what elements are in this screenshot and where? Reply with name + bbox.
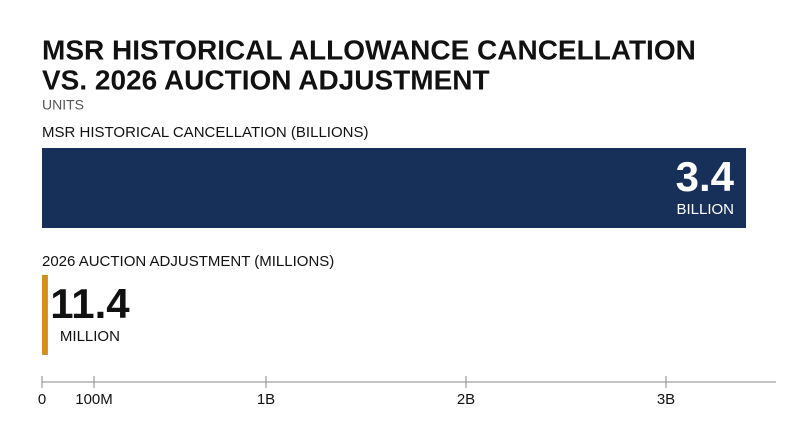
bar — [42, 148, 746, 228]
subtitle: UNITS — [42, 97, 84, 113]
value-label: 3.4 — [676, 153, 735, 200]
x-tick-label: 3B — [657, 391, 675, 408]
unit-label: BILLION — [676, 201, 734, 218]
chart-title: MSR HISTORICAL ALLOWANCE CANCELLATION — [42, 34, 696, 65]
unit-label: MILLION — [60, 328, 120, 345]
category-label: 2026 AUCTION ADJUSTMENT (MILLIONS) — [42, 253, 334, 270]
bar — [42, 275, 48, 355]
x-tick-label: 100M — [75, 391, 113, 408]
x-tick-label: 2B — [457, 391, 475, 408]
x-tick-label: 0 — [38, 391, 46, 408]
value-label: 11.4 — [50, 280, 130, 327]
chart-title: VS. 2026 AUCTION ADJUSTMENT — [42, 64, 490, 95]
x-tick-label: 1B — [257, 391, 275, 408]
category-label: MSR HISTORICAL CANCELLATION (BILLIONS) — [42, 124, 368, 141]
